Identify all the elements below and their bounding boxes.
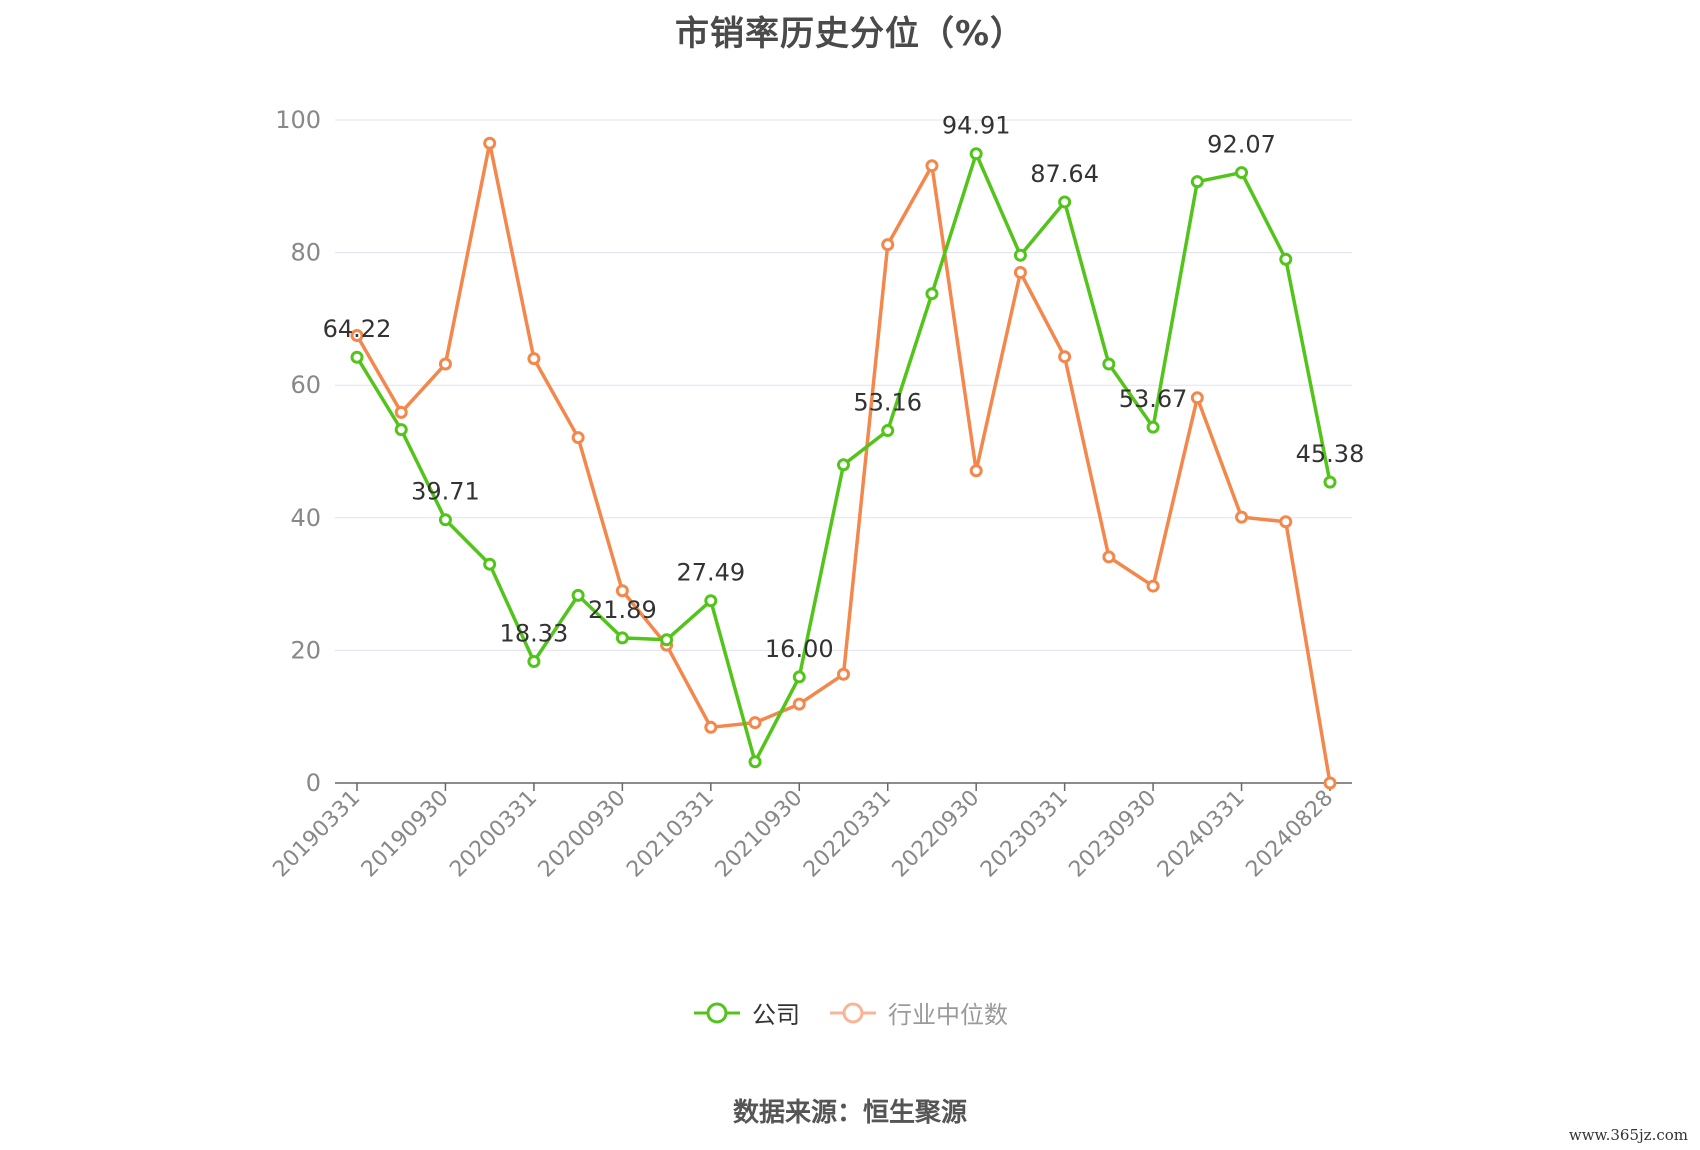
x-tick-label: 20190930: [357, 786, 454, 883]
data-point-industry: [925, 159, 939, 173]
data-point-company: [571, 588, 585, 602]
chart-title: 市销率历史分位（%）: [674, 14, 1026, 54]
data-point-company: [1323, 475, 1337, 489]
x-tick-label: 20240828: [1241, 786, 1338, 883]
data-point-company: [1190, 175, 1204, 189]
data-point-industry: [1190, 391, 1204, 405]
watermark: www.365jz.com: [1568, 1126, 1688, 1144]
data-point-industry: [438, 357, 452, 371]
data-label-company: 18.33: [500, 619, 569, 647]
data-point-industry: [748, 716, 762, 730]
x-tick-label: 20230930: [1064, 786, 1161, 883]
y-tick-label: 80: [290, 239, 321, 267]
data-label-company: 53.67: [1119, 385, 1188, 413]
data-point-industry: [1058, 350, 1072, 364]
y-tick-label: 60: [290, 371, 321, 399]
y-tick-label: 20: [290, 636, 321, 664]
data-point-company: [615, 631, 629, 645]
data-point-industry: [837, 667, 850, 681]
data-label-company: 21.89: [588, 596, 657, 624]
data-label-company: 87.64: [1030, 160, 1099, 188]
data-point-company: [1058, 195, 1072, 209]
data-point-company: [1102, 357, 1116, 371]
grid-layer: [335, 119, 1352, 651]
series-layer: [350, 136, 1337, 790]
data-point-company: [438, 513, 452, 527]
data-label-company: 92.07: [1207, 131, 1276, 159]
x-tick-label: 20230331: [976, 786, 1073, 883]
data-point-industry: [1013, 265, 1027, 279]
legend: 公司 行业中位数: [0, 995, 1700, 1030]
data-label-company: 53.16: [853, 389, 922, 417]
x-tick-label: 20210331: [622, 786, 719, 883]
data-point-industry: [571, 431, 585, 445]
data-point-company: [969, 147, 983, 161]
legend-item-industry[interactable]: 行业中位数: [828, 995, 1008, 1030]
data-point-industry: [394, 405, 408, 419]
legend-label-industry: 行业中位数: [888, 1001, 1008, 1029]
data-point-company: [881, 424, 895, 438]
data-point-industry: [1235, 510, 1249, 524]
data-point-industry: [969, 464, 983, 478]
x-tick-label: 20240331: [1153, 786, 1250, 883]
data-label-company: 45.38: [1296, 440, 1365, 468]
data-point-company: [1279, 252, 1293, 266]
data-label-company: 64.22: [323, 315, 392, 343]
x-tick-label: 20220930: [888, 786, 985, 883]
data-point-industry: [704, 720, 718, 734]
data-point-industry: [792, 697, 806, 711]
data-point-industry: [615, 584, 629, 598]
data-source-note: 数据来源：恒生聚源: [732, 1098, 967, 1128]
legend-item-company[interactable]: 公司: [692, 995, 800, 1030]
legend-label-company: 公司: [752, 1001, 800, 1029]
data-point-company: [483, 557, 497, 571]
x-tick-label: 20210930: [711, 786, 808, 883]
legend-company-marker-icon: [694, 1002, 740, 1023]
y-tick-label: 40: [290, 504, 321, 532]
x-tick-label: 20200930: [534, 786, 631, 883]
data-label-layer: 64.22 39.71 18.33 21.89 27.49 16.00 53.16 94.91…: [323, 112, 1365, 663]
x-tick-label: 20190331: [268, 786, 365, 883]
x-tick-label: 20200331: [445, 786, 542, 883]
x-tick-label: 20220331: [799, 786, 896, 883]
data-point-industry: [483, 136, 497, 150]
data-label-company: 94.91: [942, 112, 1011, 140]
data-label-company: 39.71: [411, 478, 480, 506]
data-point-company: [350, 350, 364, 364]
data-point-industry: [1323, 776, 1337, 790]
data-point-company: [748, 755, 762, 769]
data-point-industry: [1146, 579, 1160, 593]
data-point-company: [837, 458, 850, 472]
data-point-industry: [1102, 550, 1116, 564]
data-point-industry: [881, 238, 895, 252]
data-point-company: [394, 423, 408, 437]
data-point-industry: [1279, 515, 1293, 529]
data-point-company: [1235, 166, 1249, 180]
data-label-company: 16.00: [765, 635, 834, 663]
data-point-company: [792, 670, 806, 684]
legend-industry-marker-icon: [830, 1002, 876, 1023]
data-point-company: [1013, 248, 1027, 262]
y-tick-label: 100: [275, 106, 321, 134]
data-point-industry: [527, 352, 541, 366]
data-point-company: [925, 287, 939, 301]
data-point-industry: [350, 328, 364, 342]
data-point-company: [1146, 420, 1160, 434]
y-tick-label: 0: [306, 769, 321, 797]
data-point-company: [660, 633, 674, 647]
data-label-company: 27.49: [676, 559, 745, 587]
data-point-company: [527, 654, 541, 668]
data-point-company: [704, 594, 718, 608]
